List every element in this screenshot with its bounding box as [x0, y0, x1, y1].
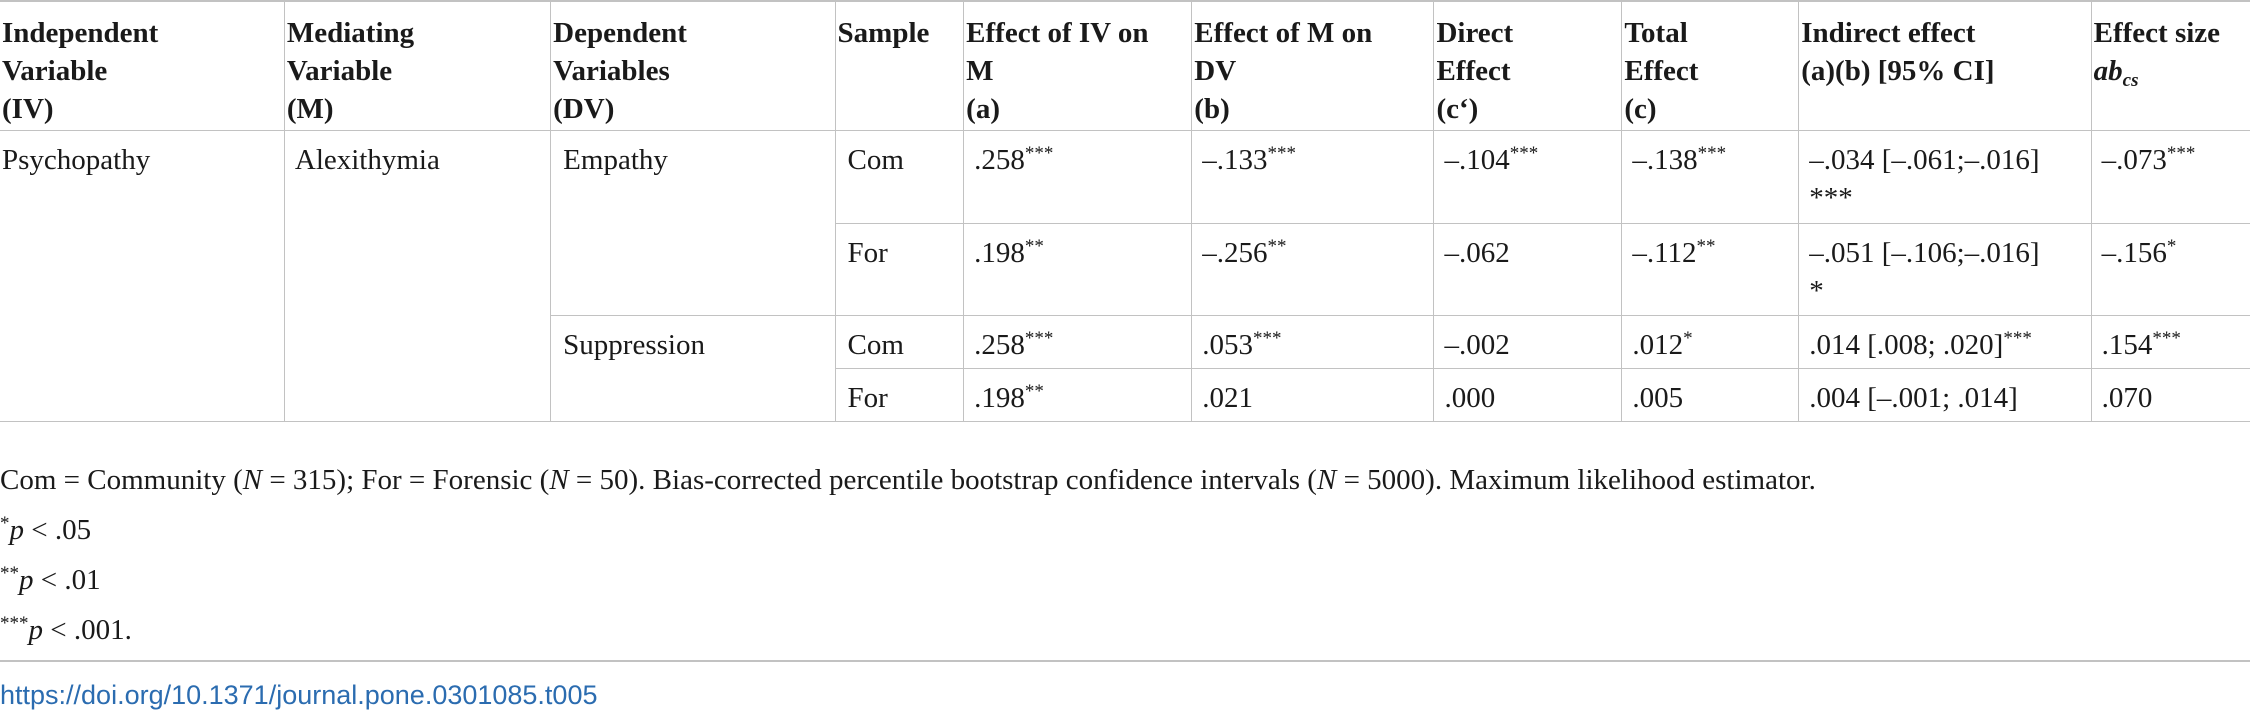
cell-b: .053***	[1191, 315, 1435, 369]
header-indirect-effect: Indirect effect (a)(b) [95% CI]	[1798, 0, 2092, 131]
header-m: Mediating Variable (M)	[283, 0, 552, 131]
table-row: Psychopathy Alexithymia Empathy Com .258…	[0, 130, 2250, 422]
cell-direct: –.104***	[1433, 130, 1623, 224]
footnote-sig-01: **p < .01	[0, 563, 101, 596]
mediation-results-table: Independent Variable (IV) Mediating Variabl…	[0, 0, 2250, 422]
cell-a: .198**	[963, 368, 1193, 422]
cell-direct: .000	[1433, 368, 1623, 422]
table-row: For .198** –.256** –.062 –.112** –.051 […	[0, 223, 2250, 316]
cell-direct: –.062	[1433, 223, 1623, 316]
cell-total: .005	[1621, 368, 1800, 422]
cell-effect-size: –.156*	[2090, 223, 2250, 316]
cell-sample: Com	[834, 315, 965, 369]
cell-a: .258***	[963, 315, 1193, 369]
header-dv: Dependent Variables (DV)	[550, 0, 836, 131]
cell-effect-size: .154***	[2090, 315, 2250, 369]
footnote-sig-05: *p < .05	[0, 513, 92, 546]
cell-sample: For	[835, 223, 965, 316]
table-footnotes: Com = Community (N = 315); For = Forensi…	[0, 455, 1816, 655]
cell-total: –.138***	[1621, 130, 1800, 224]
cell-indirect: .004 [–.001; .014]	[1798, 368, 2092, 422]
footnote-sig-001: ***p < .001.	[0, 613, 132, 646]
cell-mediator: Alexithymia	[283, 130, 552, 422]
cell-total: .012*	[1621, 315, 1800, 369]
cell-b: .021	[1191, 368, 1435, 422]
table-row: For .198** .021 .000 .005 .004 [–.001; .…	[0, 368, 2250, 422]
header-direct-effect: Direct Effect (c‘)	[1433, 0, 1623, 131]
header-sample: Sample	[834, 0, 965, 131]
cell-iv: Psychopathy	[0, 130, 285, 422]
cell-indirect: .014 [.008; .020]***	[1798, 315, 2092, 369]
cell-indirect: –.051 [–.106;–.016] *	[1798, 223, 2092, 316]
cell-a: .258***	[963, 130, 1193, 224]
cell-indirect: –.034 [–.061;–.016] ***	[1798, 130, 2092, 224]
cell-a: .198**	[963, 223, 1193, 316]
cell-sample: For	[835, 368, 965, 422]
table-header-row: Independent Variable (IV) Mediating Variabl…	[0, 0, 2250, 131]
cell-dv-suppression: Suppression	[550, 315, 836, 422]
footnote-abbreviations: Com = Community (N = 315); For = Forensi…	[0, 464, 1816, 496]
header-iv: Independent Variable (IV)	[0, 0, 285, 131]
cell-direct: –.002	[1433, 315, 1623, 369]
header-effect-size: Effect size abcs	[2090, 0, 2250, 131]
cell-b: –.133***	[1191, 130, 1435, 224]
footer-divider	[0, 660, 2250, 662]
cell-sample: Com	[834, 130, 965, 224]
header-effect-b: Effect of M on DV (b)	[1191, 0, 1435, 131]
cell-effect-size: .070	[2090, 368, 2250, 422]
cell-dv-empathy: Empathy	[550, 130, 836, 316]
header-total-effect: Total Effect (c)	[1621, 0, 1800, 131]
table-row: Suppression Com .258*** .053*** –.002 .0…	[0, 315, 2250, 422]
doi-link[interactable]: https://doi.org/10.1371/journal.pone.030…	[0, 680, 598, 710]
cell-total: –.112**	[1621, 223, 1800, 316]
cell-effect-size: –.073***	[2090, 130, 2250, 224]
cell-b: –.256**	[1191, 223, 1435, 316]
header-effect-a: Effect of IV on M (a)	[963, 0, 1193, 131]
